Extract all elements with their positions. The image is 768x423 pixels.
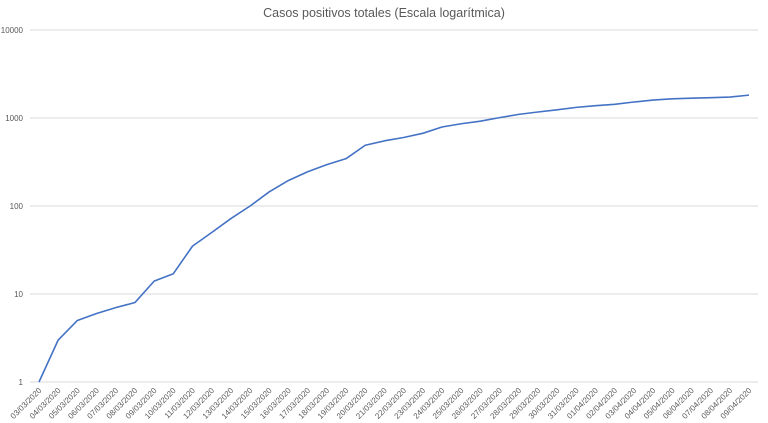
gridlines: [30, 29, 758, 383]
y-tick-label: 1: [19, 378, 24, 387]
chart-title: Casos positivos totales (Escala logarítm…: [263, 6, 505, 20]
y-tick-label: 10: [14, 290, 23, 299]
y-tick-label: 10000: [1, 26, 24, 35]
y-tick-label: 100: [10, 202, 24, 211]
y-axis-tick-labels: 1 10 100 1000 10000: [1, 26, 24, 387]
x-axis-tick-labels: 03/03/202004/03/202005/03/202006/03/2020…: [9, 386, 754, 421]
series-line: [38, 94, 750, 383]
y-tick-label: 1000: [5, 114, 23, 123]
